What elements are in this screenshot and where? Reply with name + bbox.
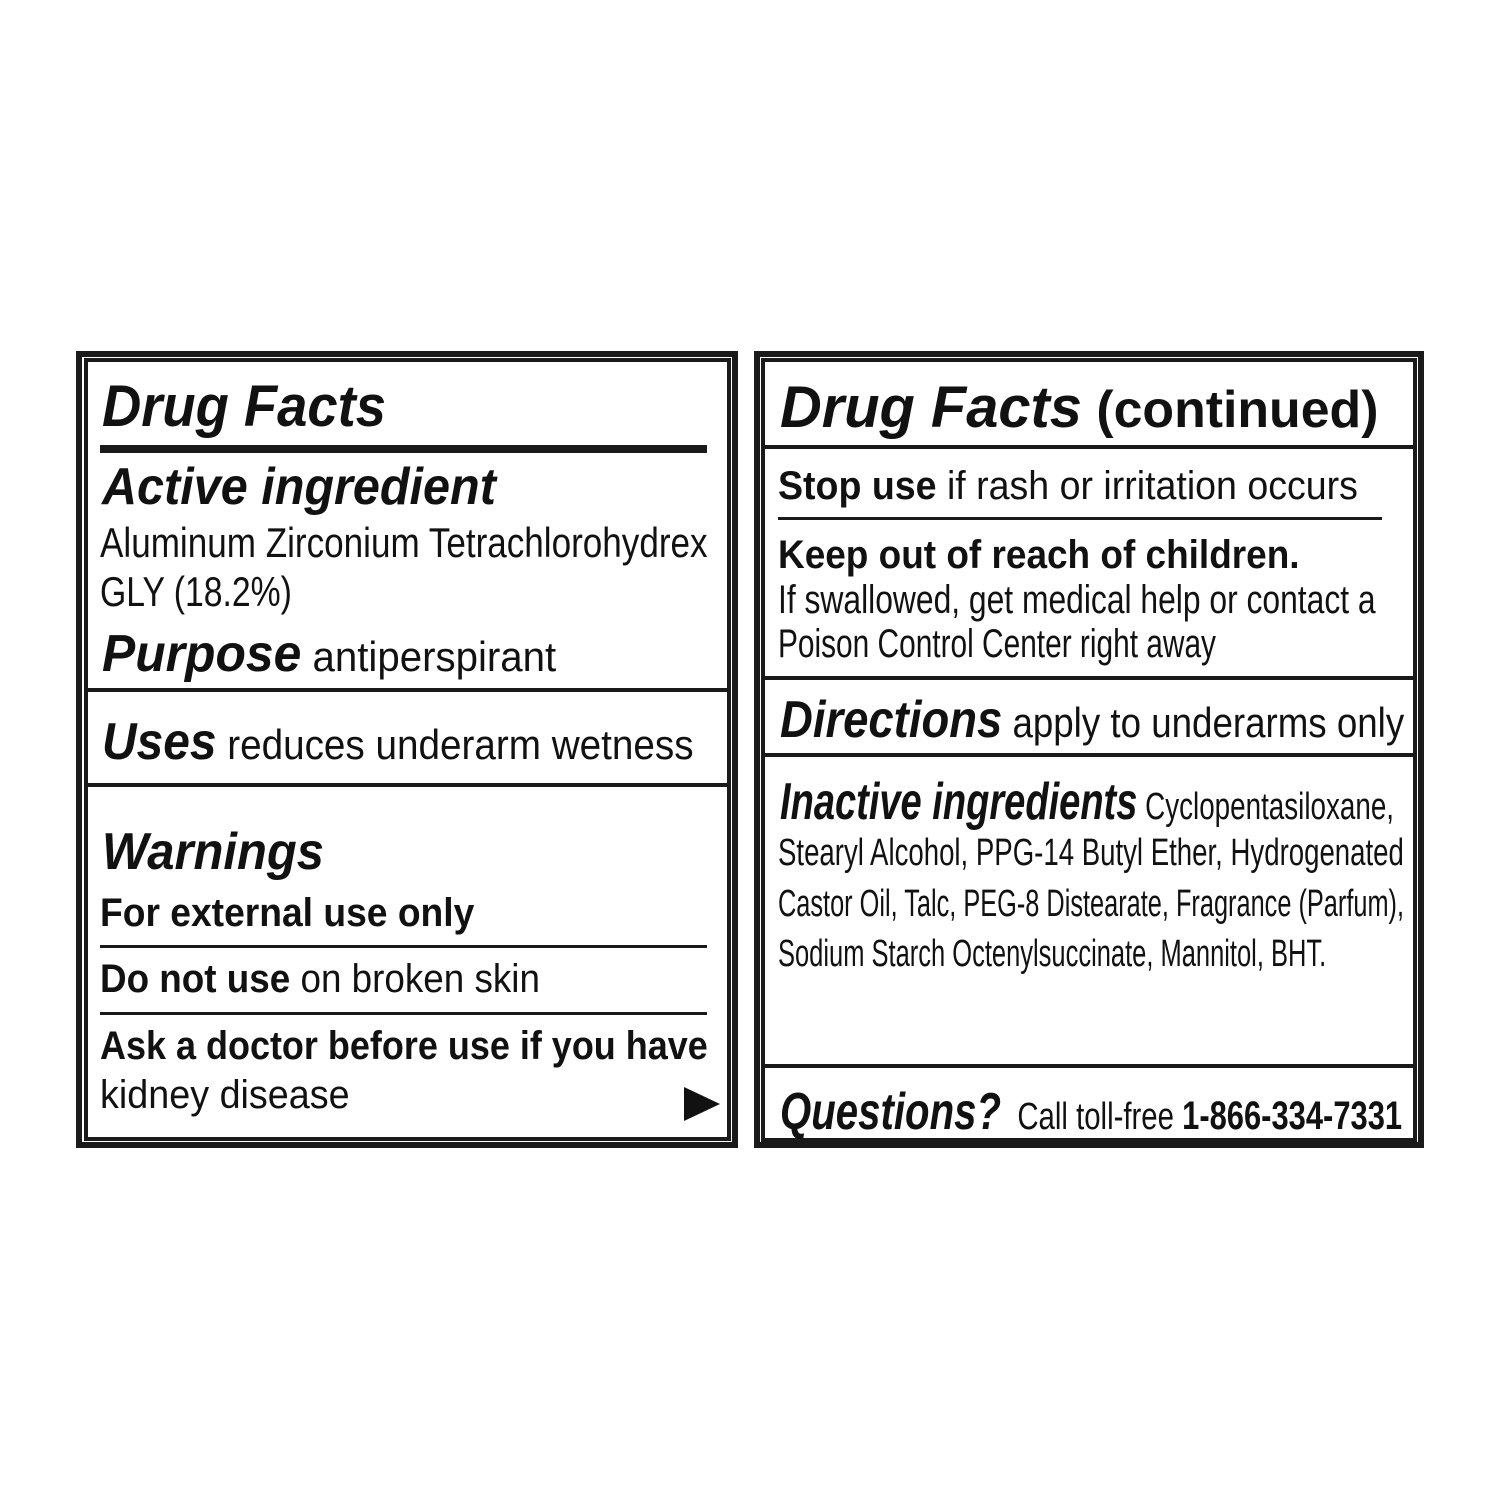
ask-doctor-text: kidney disease — [100, 1073, 350, 1117]
inactive-line2: Stearyl Alcohol, PPG-14 Butyl Ether, Hyd… — [778, 832, 1404, 874]
external-use-text: For external use only — [100, 891, 475, 935]
continued-title: Drug Facts (continued) — [780, 379, 1378, 437]
active-ingredient-heading: Active ingredient — [102, 458, 496, 516]
section-questions — [761, 1064, 1417, 1142]
stop-use-text: if rash or irritation occurs — [936, 464, 1358, 508]
directions-heading: Directions — [780, 691, 1003, 749]
keep-out-label: Keep out of reach of children. — [778, 533, 1300, 577]
drug-facts-panel-right — [754, 351, 1424, 1148]
continue-arrow-icon — [684, 1087, 720, 1121]
warnings-rule-2 — [100, 1012, 707, 1015]
purpose-text: antiperspirant — [312, 633, 557, 680]
directions-text: apply to underarms only — [1012, 699, 1405, 746]
phone-number: 1-866-334-7331 — [1182, 1094, 1403, 1138]
uses-heading: Uses — [102, 713, 217, 771]
active-ingredient-line2: GLY (18.2%) — [100, 568, 292, 615]
title-rule — [100, 445, 707, 453]
do-not-use-text: on broken skin — [290, 957, 540, 1001]
inactive-line1: Inactive ingredients Cyclopentasiloxane, — [780, 776, 1394, 828]
drug-facts-panel-left — [76, 351, 738, 1148]
directions-line: Directions apply to underarms only — [780, 694, 1404, 746]
swallowed-line1: If swallowed, get medical help or contac… — [778, 578, 1376, 622]
stop-use-label: Stop use — [778, 464, 937, 508]
uses-text: reduces underarm wetness — [227, 721, 694, 768]
purpose-heading: Purpose — [102, 625, 302, 683]
questions-text: Call toll-free — [1009, 1096, 1183, 1138]
do-not-use-line: Do not use on broken skin — [100, 959, 540, 999]
continued-title-main: Drug Facts — [780, 375, 1082, 440]
inactive-text-1: Cyclopentasiloxane, — [1137, 786, 1395, 828]
uses-line: Uses reduces underarm wetness — [102, 716, 694, 768]
inactive-heading: Inactive ingredients — [780, 773, 1138, 831]
questions-heading: Questions? — [780, 1083, 1002, 1141]
active-ingredient-line1: Aluminum Zirconium Tetrachlorohydrex — [100, 519, 708, 566]
ask-doctor-label: Ask a doctor before use if you have — [100, 1024, 708, 1068]
questions-line: Questions? Call toll-free 1-866-334-7331 — [780, 1086, 1402, 1138]
warnings-rule-1 — [100, 945, 707, 948]
continued-title-suffix: (continued) — [1081, 381, 1379, 439]
inactive-line3: Castor Oil, Talc, PEG-8 Distearate, Frag… — [778, 883, 1405, 925]
purpose-line: Purpose antiperspirant — [102, 628, 556, 680]
stop-use-line: Stop use if rash or irritation occurs — [778, 466, 1358, 506]
stop-use-rule — [778, 517, 1382, 520]
swallowed-line2: Poison Control Center right away — [778, 622, 1216, 666]
page-title: Drug Facts — [102, 374, 386, 439]
inactive-line4: Sodium Starch Octenylsuccinate, Mannitol… — [778, 933, 1327, 975]
warnings-heading: Warnings — [102, 823, 324, 881]
do-not-use-label: Do not use — [100, 957, 291, 1001]
section-warnings — [84, 783, 731, 1141]
